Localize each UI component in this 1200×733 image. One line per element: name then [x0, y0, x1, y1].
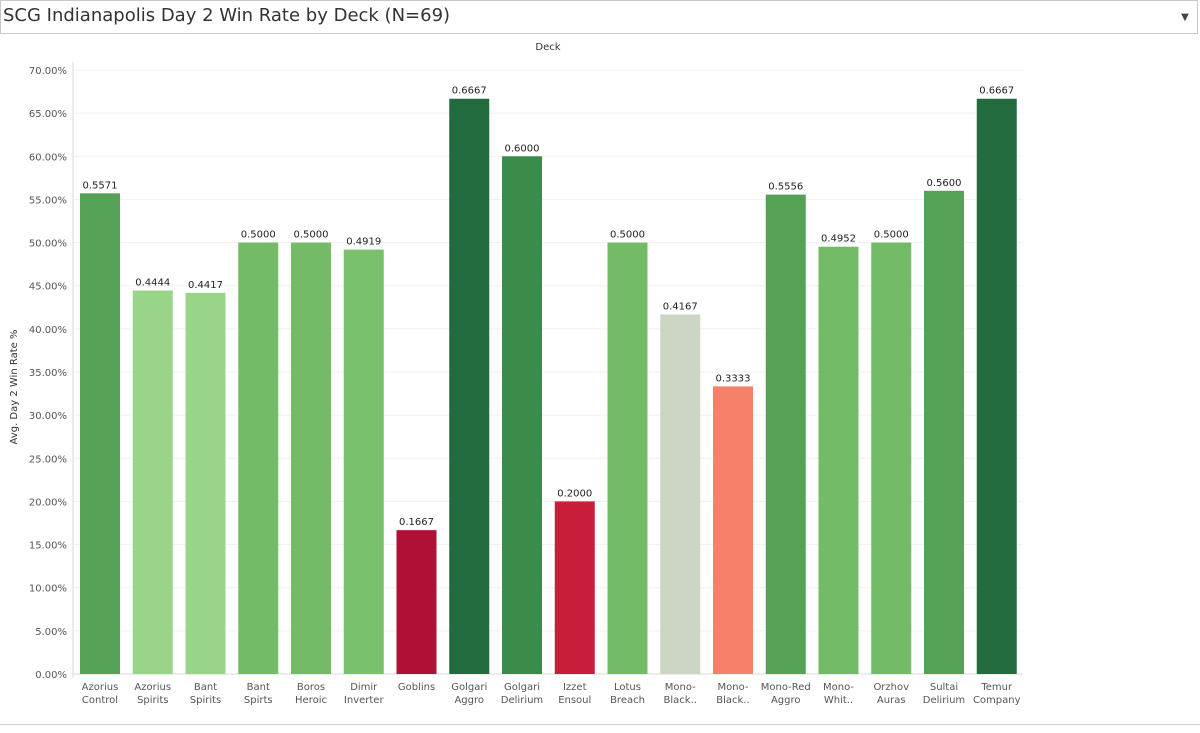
chart-area: 0.00% 5.00% 10.00% 15.00% 20.00% 25.00% 30.00%… [0, 34, 1200, 729]
data-label: 0.5000 [294, 230, 329, 241]
data-label: 0.4167 [663, 301, 698, 312]
y-tick-label: 55.00% [29, 195, 67, 206]
bottom-divider [0, 724, 1200, 725]
y-tick-label: 60.00% [29, 152, 67, 163]
y-tick-label: 5.00% [35, 627, 67, 638]
y-tick-label: 35.00% [29, 368, 67, 379]
x-tick-label: Bant Spirts [244, 682, 273, 706]
data-label: 0.5000 [241, 230, 276, 241]
y-tick-label: 15.00% [29, 541, 67, 552]
data-label: 0.4952 [821, 234, 856, 245]
x-tick-label: Mono-Red Aggro [761, 682, 811, 706]
x-tick-label: Azorius Spirits [134, 682, 171, 706]
bar [291, 242, 331, 675]
data-label: 0.5556 [768, 182, 803, 193]
x-axis-title: Deck [535, 42, 560, 53]
bar [924, 190, 964, 675]
title-dropdown-button[interactable]: ▼ [1173, 1, 1197, 33]
bar [185, 292, 226, 674]
data-label: 0.5600 [927, 178, 962, 189]
data-label: 0.4444 [135, 278, 170, 289]
y-tick-label: 20.00% [29, 497, 67, 508]
data-label: 0.6667 [979, 86, 1014, 97]
bar [818, 246, 859, 675]
x-tick-label: Bant Spirits [190, 682, 222, 706]
bar [343, 249, 384, 674]
data-labels: 0.5571 0.4444 0.4417 0.5000 0.5000 0.4919 0.16… [83, 86, 1015, 528]
x-tick-label: Orzhov Auras [873, 682, 909, 706]
x-tick-label: Mono-Black.. [664, 682, 697, 706]
bars [80, 98, 1017, 675]
bar [396, 530, 437, 674]
data-label: 0.1667 [399, 517, 434, 528]
y-tick-label: 25.00% [29, 454, 67, 465]
y-tick-label: 0.00% [35, 670, 67, 681]
data-label: 0.4919 [346, 237, 381, 248]
data-label: 0.4417 [188, 280, 223, 291]
bar [871, 242, 912, 675]
x-tick-label: Dimir Inverter [344, 682, 385, 706]
bar [449, 98, 490, 674]
data-label: 0.6667 [452, 86, 487, 97]
bar [80, 193, 120, 674]
y-tick-label: 50.00% [29, 239, 67, 250]
data-label: 0.2000 [557, 488, 592, 499]
bar [554, 501, 595, 674]
x-axis-ticks: Azorius Control Azorius Spirits Bant Spirits B… [82, 682, 1021, 706]
bar [976, 98, 1017, 674]
data-label: 0.3333 [716, 373, 751, 384]
x-tick-label: Mono-Whit.. [823, 682, 854, 706]
bar [607, 242, 648, 675]
y-axis-title: Avg. Day 2 Win Rate % [9, 330, 20, 445]
bar [765, 194, 806, 675]
x-tick-label: Goblins [398, 682, 435, 693]
bar [660, 314, 701, 674]
bar [713, 386, 753, 674]
y-tick-label: 65.00% [29, 109, 67, 120]
bar [132, 290, 173, 674]
x-tick-label: Golgari Aggro [451, 682, 487, 706]
y-tick-label: 40.00% [29, 325, 67, 336]
data-label: 0.5571 [83, 180, 118, 191]
y-tick-label: 10.00% [29, 584, 67, 595]
data-label: 0.5000 [874, 230, 909, 241]
bar [502, 156, 542, 674]
title-bar: SCG Indianapolis Day 2 Win Rate by Deck … [0, 0, 1198, 34]
bar-chart: 0.00% 5.00% 10.00% 15.00% 20.00% 25.00% 30.00%… [9, 42, 1023, 706]
y-tick-label: 45.00% [29, 282, 67, 293]
y-tick-label: 70.00% [29, 66, 67, 77]
x-tick-label: Izzet Ensoul [558, 682, 591, 706]
x-tick-label: Mono-Black.. [716, 682, 749, 706]
x-tick-label: Azorius Control [82, 682, 119, 706]
x-tick-label: Boros Heroic [295, 682, 327, 706]
x-tick-label: Golgari Delirium [501, 682, 543, 706]
x-tick-label: Temur Company [973, 682, 1021, 706]
x-tick-label: Lotus Breach [610, 682, 645, 706]
gridlines [73, 69, 1023, 675]
chevron-down-icon: ▼ [1181, 11, 1189, 23]
y-tick-label: 30.00% [29, 411, 67, 422]
data-label: 0.5000 [610, 230, 645, 241]
data-label: 0.6000 [505, 143, 540, 154]
bar [238, 242, 279, 675]
x-tick-label: Sultai Delirium [923, 682, 965, 706]
y-axis: 0.00% 5.00% 10.00% 15.00% 20.00% 25.00% 30.00%… [29, 62, 74, 681]
page-title: SCG Indianapolis Day 2 Win Rate by Deck … [3, 5, 451, 26]
